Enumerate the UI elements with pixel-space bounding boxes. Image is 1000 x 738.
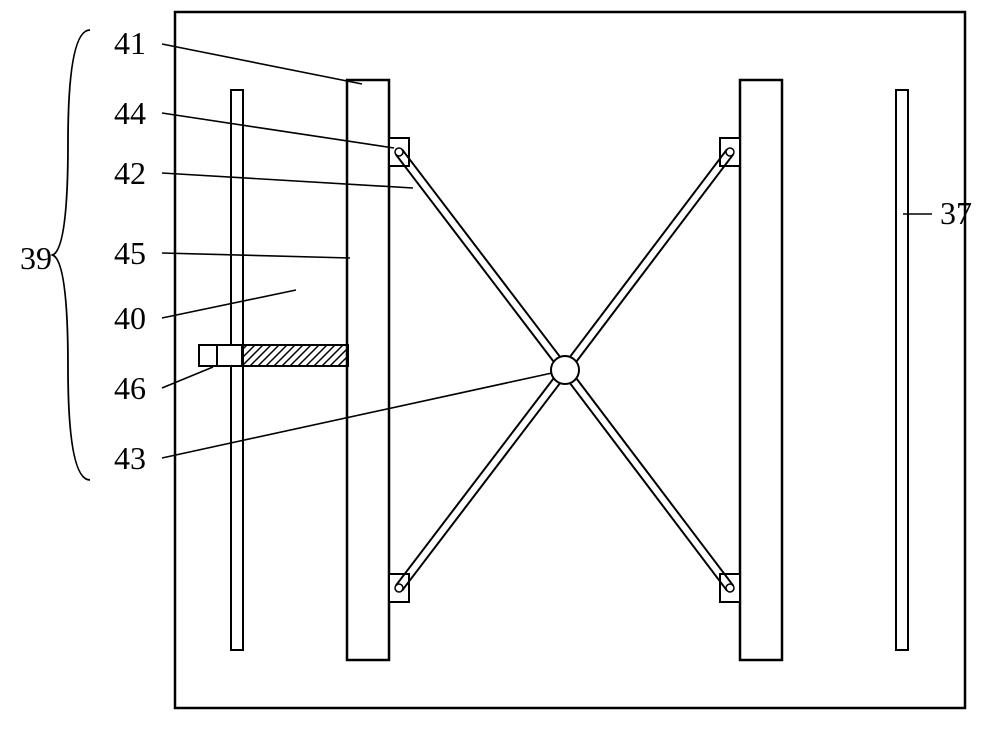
label-39-text: 39 xyxy=(20,240,52,276)
diagram-stage: 41 44 42 45 40 46 43 37 39 xyxy=(0,0,1000,738)
label-40-text: 40 xyxy=(114,300,146,336)
label-42: 42 xyxy=(114,155,146,192)
label-45: 45 xyxy=(114,235,146,272)
label-44: 44 xyxy=(114,95,146,132)
label-42-text: 42 xyxy=(114,155,146,191)
label-43-text: 43 xyxy=(114,440,146,476)
label-39: 39 xyxy=(20,240,52,277)
label-41-text: 41 xyxy=(114,25,146,61)
diagram-svg xyxy=(0,0,1000,738)
label-46-text: 46 xyxy=(114,370,146,406)
label-45-text: 45 xyxy=(114,235,146,271)
label-46: 46 xyxy=(114,370,146,407)
label-43: 43 xyxy=(114,440,146,477)
label-40: 40 xyxy=(114,300,146,337)
label-37-text: 37 xyxy=(940,195,972,231)
label-41: 41 xyxy=(114,25,146,62)
label-37: 37 xyxy=(940,195,972,232)
label-44-text: 44 xyxy=(114,95,146,131)
